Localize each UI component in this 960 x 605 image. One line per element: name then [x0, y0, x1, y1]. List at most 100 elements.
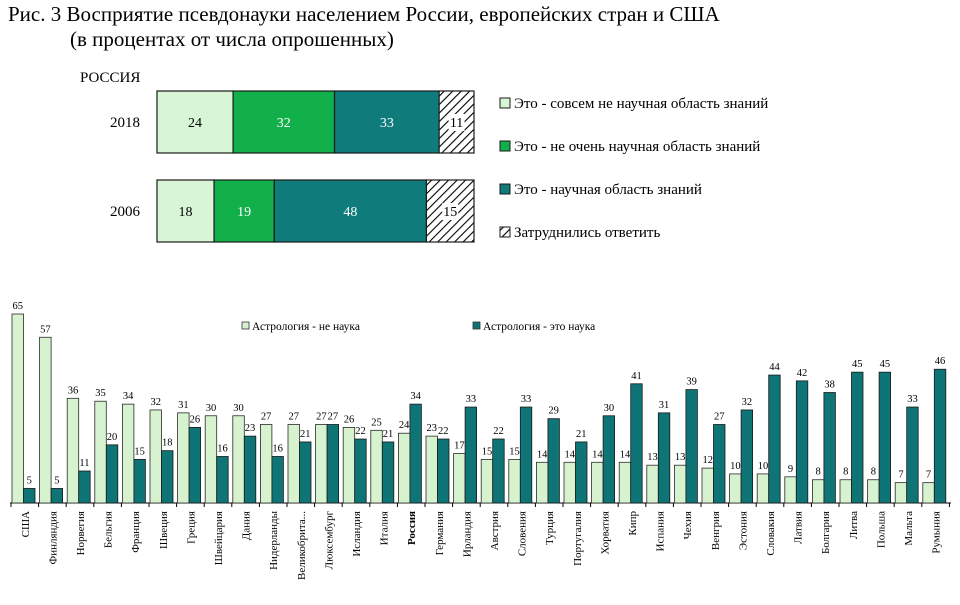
- data-label: 13: [647, 452, 658, 463]
- data-label: 24: [399, 420, 410, 431]
- bar-not-science: [618, 461, 632, 504]
- bar-not-science: [563, 461, 576, 504]
- stacked-segment: [273, 179, 428, 243]
- category-label: Латвия: [793, 511, 805, 544]
- data-label: 32: [277, 116, 291, 131]
- data-label: 5: [54, 475, 59, 486]
- data-label: 65: [13, 301, 24, 312]
- bar-science: [906, 406, 919, 504]
- data-label: 7: [898, 470, 903, 481]
- category-label: 2006: [110, 204, 141, 220]
- data-label-bg: [448, 114, 465, 131]
- data-label: 25: [371, 417, 382, 428]
- data-label: 45: [852, 359, 863, 370]
- group-label: РОССИЯ: [80, 70, 140, 86]
- category-label: Португалия: [572, 511, 584, 566]
- bar-not-science: [453, 453, 466, 504]
- russia-stacked-chart: РОССИЯ 2018 24 32 33 11 2006 18 19 48 15 Это - совс…: [80, 70, 768, 243]
- bar-not-science: [784, 476, 797, 504]
- bar-not-science: [370, 429, 383, 504]
- bar-science: [216, 456, 229, 504]
- data-label: 46: [935, 356, 946, 367]
- bar-science: [602, 415, 615, 504]
- category-label: Германия: [434, 511, 446, 555]
- data-label: 23: [245, 423, 256, 434]
- bar-science: [795, 380, 809, 504]
- category-label: Люксембург: [323, 511, 335, 570]
- data-label: 36: [68, 385, 79, 396]
- data-label: 9: [788, 464, 793, 475]
- data-label: 34: [410, 391, 421, 402]
- category-label: Греция: [185, 511, 197, 544]
- category-label: Болгария: [820, 511, 832, 554]
- data-label: 57: [40, 324, 51, 335]
- data-label: 11: [79, 458, 89, 469]
- data-label: 23: [427, 423, 438, 434]
- data-label: 14: [620, 449, 631, 460]
- bar-science: [354, 438, 367, 504]
- bar-science: [575, 441, 588, 504]
- data-label: 24: [188, 116, 202, 131]
- legend-swatch: [472, 321, 481, 330]
- legend-swatch: [499, 97, 511, 109]
- bar-not-science: [425, 435, 438, 504]
- data-label: 27: [316, 411, 327, 422]
- bar-not-science: [342, 426, 356, 504]
- data-label: 16: [217, 443, 228, 454]
- legend-swatch: [241, 321, 250, 330]
- category-label: Швейцария: [213, 511, 225, 565]
- bar-not-science: [11, 313, 24, 504]
- data-label: 19: [237, 205, 251, 220]
- data-label: 45: [880, 359, 891, 370]
- data-label: 31: [178, 400, 189, 411]
- data-label: 29: [548, 406, 559, 417]
- bar-science: [768, 374, 781, 504]
- data-label: 32: [742, 397, 753, 408]
- bar-science: [409, 403, 422, 504]
- bar-not-science: [122, 403, 135, 504]
- category-label: Финляндия: [47, 511, 59, 564]
- category-label: Словения: [517, 511, 529, 556]
- category-label: Венгрия: [710, 511, 722, 550]
- data-label: 15: [509, 446, 520, 457]
- data-label: 27: [328, 411, 339, 422]
- bar-not-science: [839, 479, 852, 504]
- data-label: 26: [190, 414, 201, 425]
- bar-not-science: [177, 412, 190, 504]
- bar-not-science: [701, 467, 714, 504]
- bar-science: [630, 383, 643, 504]
- data-label: 22: [438, 426, 449, 437]
- data-label: 27: [714, 411, 725, 422]
- data-label: 18: [162, 438, 173, 449]
- bar-not-science: [66, 397, 80, 504]
- data-label: 22: [355, 426, 366, 437]
- data-label: 13: [675, 452, 686, 463]
- data-label: 12: [703, 455, 714, 466]
- bar-science: [243, 435, 257, 504]
- data-label: 30: [206, 403, 217, 414]
- data-label: 15: [134, 446, 145, 457]
- data-label: 22: [493, 426, 504, 437]
- bar-not-science: [94, 400, 107, 504]
- legend-label: Это - научная область знаний: [514, 182, 702, 198]
- bar-not-science: [315, 424, 328, 504]
- title-line-1: Рис. 3 Восприятие псевдонауки населением…: [8, 2, 720, 26]
- data-label: 7: [926, 470, 931, 481]
- category-label: Польша: [875, 511, 887, 548]
- data-label: 42: [797, 368, 808, 379]
- bar-science: [933, 368, 947, 504]
- data-label: 8: [871, 467, 876, 478]
- bar-science: [713, 424, 726, 504]
- category-label: Испания: [655, 511, 667, 551]
- category-label: Нидерланды: [268, 510, 280, 570]
- data-label: 33: [521, 394, 532, 405]
- data-label: 21: [576, 429, 587, 440]
- category-label: Турция: [544, 511, 556, 545]
- stacked-segment: [156, 179, 215, 243]
- category-label: Литва: [848, 511, 860, 539]
- bar-science: [299, 441, 312, 504]
- data-label: 33: [380, 116, 394, 131]
- category-label: Швеция: [158, 511, 170, 549]
- bar-not-science: [867, 479, 880, 504]
- category-label: 2018: [110, 115, 140, 131]
